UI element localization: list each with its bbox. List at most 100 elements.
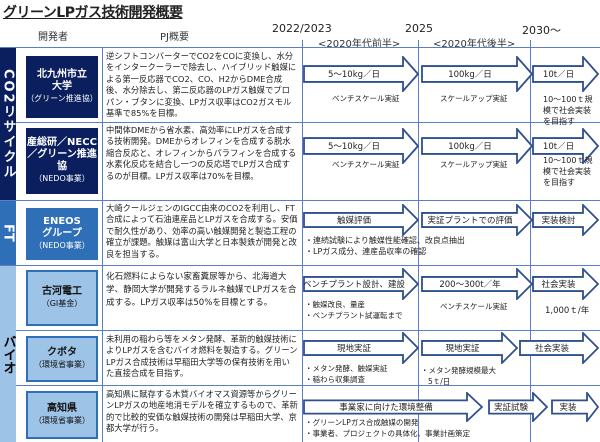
developer-kitakyushu: 北九州市立大学 （グリーン推進協） [26, 56, 98, 118]
note: 5ｔ/日 [428, 377, 451, 386]
arrow-shape [303, 204, 419, 236]
arrow-label: 実装 [559, 403, 577, 413]
divider [102, 47, 103, 442]
developer-name: 産総研／NECC／グリーン推進協 [27, 137, 97, 172]
timeline-arrow: 実装検討 [532, 204, 599, 236]
timeline-arrow: 実証プラントでの評価 [421, 204, 533, 236]
category-label: FT [0, 224, 16, 242]
arrow-label: 100kg／日 [448, 142, 492, 152]
arrow-label: 実証試験 [493, 403, 528, 413]
timeline-arrow: 触媒評価 [303, 204, 419, 236]
arrow-label: 200〜300t／年 [439, 280, 501, 290]
note: ベンチスケール実証 [332, 94, 400, 103]
timeline-arrow: 100kg／日 [421, 128, 533, 164]
developer-furukawa: 古河電工 （GI基金） [26, 270, 98, 326]
pj-summary: 大崎クールジェンのIGCC由来のCO2を利用し、FT合成によって石油連産品とLP… [106, 203, 298, 259]
header-early: <2020年代前半> [318, 39, 401, 50]
arrow-label: 事業家に向けた環境整備 [339, 403, 433, 413]
header-developer: 開発者 [38, 32, 68, 43]
note: ベンチスケール実証 [440, 302, 508, 311]
note: ・ベンチプラント試運転まで [305, 311, 403, 320]
developer-sub: （環境省事業） [34, 360, 90, 369]
developer-name: 高知県 [47, 403, 77, 414]
header-year-2025: 2025 [405, 22, 433, 35]
arrow-shape [421, 128, 533, 164]
timeline-arrow: 実装 [551, 392, 599, 422]
note: 10〜100ｔ規模で社会実装を目指す [543, 95, 593, 126]
note: ・事業者、プロジェクトの具体化、事業計画策定 [305, 429, 470, 438]
arrow-label: 5〜10kg／日 [327, 70, 381, 80]
developer-name: クボタ [47, 347, 77, 358]
pj-summary: 中間体DMEから省水素、高効率にLPガスを合成する技術開発。DMEからオレフィン… [106, 125, 297, 181]
developer-kubota: クボタ （環境省事業） [26, 336, 98, 382]
developer-kochi: 高知県 （環境省事業） [26, 391, 98, 439]
arrow-shape [421, 268, 533, 300]
category-bio: バイオ [0, 266, 16, 442]
pj-summary: 逆シフトコンバーターでCO2をCOに変換し、水分をインタークーラーで除去し、ハイ… [106, 51, 297, 119]
arrow-shape [303, 268, 419, 300]
arrow-shape [532, 268, 599, 300]
arrow-label: 10t／日 [542, 70, 575, 80]
category-ft: FT [0, 201, 16, 265]
timeline-arrow: 実証試験 [488, 392, 548, 422]
note: ・メタン発酵、触媒実証 [305, 364, 388, 373]
developer-sub: （NEDO事業） [34, 241, 90, 250]
note: ・LPガス成分、連産品収率の確認 [305, 247, 427, 256]
timeline-arrow: 現地実証 [303, 332, 419, 364]
arrow-label: 100kg／日 [448, 70, 492, 80]
timeline-arrow: 100kg／日 [421, 56, 533, 92]
divider [418, 40, 419, 442]
arrow-label: 現地実証 [336, 344, 371, 354]
divider [0, 47, 600, 48]
timeline-arrow: 社会実装 [519, 332, 599, 364]
timeline-arrow: 10t／日 [532, 128, 599, 164]
arrow-shape [303, 332, 419, 364]
arrow-shape [421, 56, 533, 92]
arrow-label: 10t／日 [542, 142, 575, 152]
header-year-2022: 2022/2023 [272, 22, 332, 35]
developer-sub: （GI基金） [41, 299, 83, 308]
arrow-label: 社会実装 [534, 344, 569, 354]
timeline-arrow: ベンチプラント設計、建設 [303, 268, 419, 300]
developer-name: 古河電工 [42, 286, 82, 297]
divider [16, 385, 600, 386]
note: ・メタン発酵規模最大 [421, 366, 496, 375]
arrow-shape [421, 204, 533, 236]
category-label: バイオ [0, 334, 16, 374]
arrow-shape [532, 56, 599, 92]
developer-sub: （グリーン推進協） [26, 94, 98, 103]
developer-name: ENEOSグループ [42, 216, 82, 239]
arrow-label: 触媒評価 [336, 216, 371, 226]
note: ・グリーンLPガス合成触媒の開発 [305, 418, 419, 427]
divider [530, 40, 531, 442]
pj-summary: 高知県に賦存する木質バイオマス資源等からグリーンLPガスの地産地消モデルを確立す… [106, 389, 298, 434]
page-title: グリーンLPガス技術開発概要 [3, 5, 183, 21]
arrow-shape [303, 128, 419, 164]
arrow-shape [488, 392, 548, 422]
divider [0, 265, 600, 266]
arrow-shape [421, 332, 518, 364]
arrow-shape [519, 332, 599, 364]
arrow-shape [532, 128, 599, 164]
divider [16, 122, 600, 123]
developer-eneos: ENEOSグループ （NEDO事業） [26, 208, 98, 260]
arrow-label: 社会実装 [541, 280, 576, 290]
arrow-shape [551, 392, 599, 422]
timeline-arrow: 社会実装 [532, 268, 599, 300]
note: ・稲わら収集調査 [305, 375, 365, 384]
category-label: CO2リサイクル [0, 68, 16, 180]
pj-summary: 未利用の稲わら等をメタン発酵、革新的触媒技術によりLPガスを含むバイオ燃料を製造… [106, 334, 298, 379]
note: 1,000ｔ/年 [545, 306, 590, 316]
arrow-shape [303, 56, 419, 92]
pj-summary: 化石燃料によらない家畜糞尿等から、北海道大学、静岡大学が開発するラルネ触媒でLP… [106, 272, 297, 308]
arrow-label: 現地実証 [445, 344, 480, 354]
category-co2-recycle: CO2リサイクル [0, 48, 16, 200]
divider [16, 330, 600, 331]
timeline-arrow: 5〜10kg／日 [303, 128, 419, 164]
note: ・触媒改良、量産 [305, 300, 365, 309]
arrow-shape [303, 392, 483, 422]
note: 10〜100ｔ規模で社会実装を目指す [543, 156, 593, 187]
arrow-label: 実証プラントでの評価 [427, 216, 513, 226]
arrow-shape [532, 204, 599, 236]
note: スケールアップ実証 [440, 94, 508, 103]
